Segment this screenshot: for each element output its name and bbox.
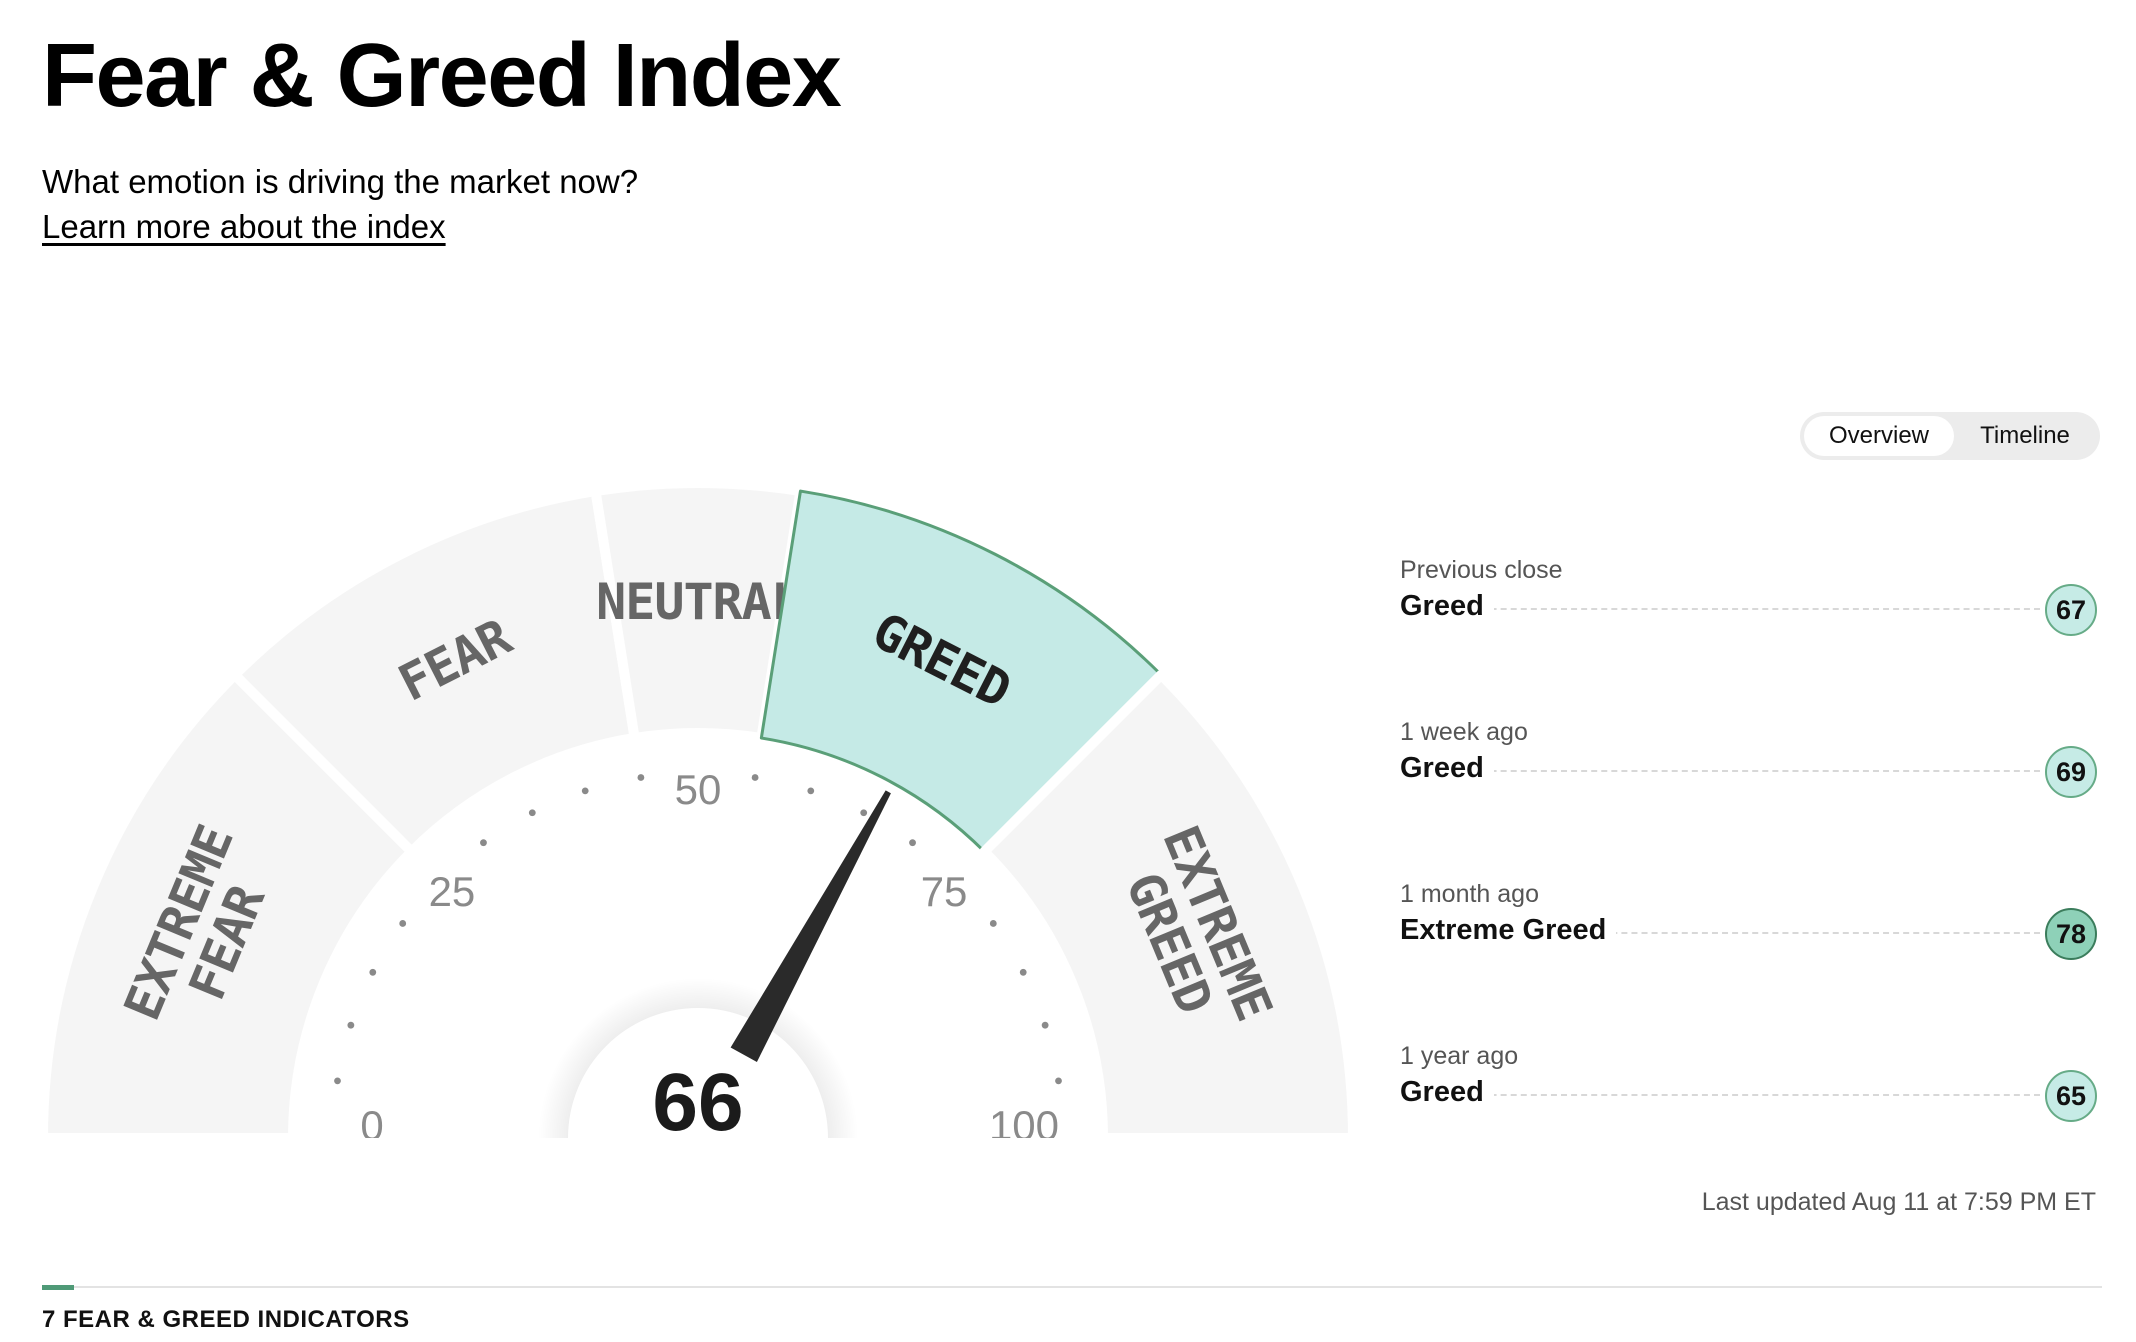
dotted-leader [1400, 932, 2040, 934]
gauge-tick-label: 25 [429, 868, 476, 915]
history-rating: Extreme Greed [1400, 914, 1617, 947]
page-subtitle: What emotion is driving the market now? [42, 163, 639, 200]
gauge-tick-dot [399, 920, 407, 927]
gauge-baseline-mask [0, 1138, 1400, 1230]
page-title: Fear & Greed Index [42, 26, 842, 126]
history-score-badge: 67 [2045, 584, 2097, 636]
gauge-tick-dot [528, 809, 536, 817]
gauge-tick-dot [1019, 968, 1027, 976]
gauge-tick-dot [334, 1077, 341, 1085]
gauge-tick-dot [347, 1021, 355, 1029]
section-divider-accent [42, 1285, 74, 1290]
gauge-tick-dot [1041, 1021, 1049, 1029]
history-rating: Greed [1400, 752, 1494, 785]
history-label: 1 month ago [1400, 880, 1539, 908]
gauge-tick-label: 0 [360, 1102, 383, 1149]
gauge-tick-dot [860, 809, 868, 817]
gauge-segment-extreme-greed [979, 669, 1358, 1143]
gauge-tick-label: 50 [675, 766, 722, 813]
history-rating: Greed [1400, 1076, 1494, 1109]
gauge-tick-dot [581, 787, 589, 795]
history-score-badge: 65 [2045, 1070, 2097, 1122]
gauge-tick-label: 75 [921, 868, 968, 915]
gauge-tick-dot [369, 968, 377, 976]
gauge-tick-dot [807, 787, 815, 795]
history-score-badge: 78 [2045, 908, 2097, 960]
history-rating: Greed [1400, 590, 1494, 623]
history-label: 1 year ago [1400, 1042, 1519, 1070]
gauge-tick-dot [751, 774, 759, 781]
gauge-needle [730, 790, 891, 1062]
overview-tab[interactable]: Overview [1804, 416, 1954, 456]
history-score-badge: 69 [2045, 746, 2097, 798]
indicators-heading[interactable]: 7 FEAR & GREED INDICATORS [42, 1306, 410, 1333]
gauge-score: 66 [652, 1057, 743, 1148]
gauge-tick-dot [909, 839, 916, 847]
history-label: Previous close [1400, 556, 1563, 584]
gauge-segment-extreme-fear [38, 669, 417, 1143]
gauge-label-neutral: NEUTRAL [596, 573, 800, 631]
gauge-tick-dot [989, 920, 997, 927]
dotted-leader [1400, 1094, 2040, 1096]
gauge-tick-dot [1055, 1077, 1062, 1085]
learn-more-link[interactable]: Learn more about the index [42, 208, 446, 245]
history-previous-close: Previous close Greed 67 [1400, 556, 2100, 646]
view-toggle: Overview Timeline [1800, 412, 2100, 460]
history-1-year-ago: 1 year ago Greed 65 [1400, 1042, 2100, 1132]
section-divider [42, 1286, 2102, 1288]
timeline-tab[interactable]: Timeline [1980, 422, 2070, 449]
history-1-month-ago: 1 month ago Extreme Greed 78 [1400, 880, 2100, 970]
last-updated: Last updated Aug 11 at 7:59 PM ET [1701, 1188, 2096, 1216]
dotted-leader [1400, 608, 2040, 610]
history-label: 1 week ago [1400, 718, 1528, 746]
gauge-tick-dot [480, 839, 487, 847]
gauge-tick-dot [637, 774, 645, 781]
dotted-leader [1400, 770, 2040, 772]
history-1-week-ago: 1 week ago Greed 69 [1400, 718, 2100, 808]
